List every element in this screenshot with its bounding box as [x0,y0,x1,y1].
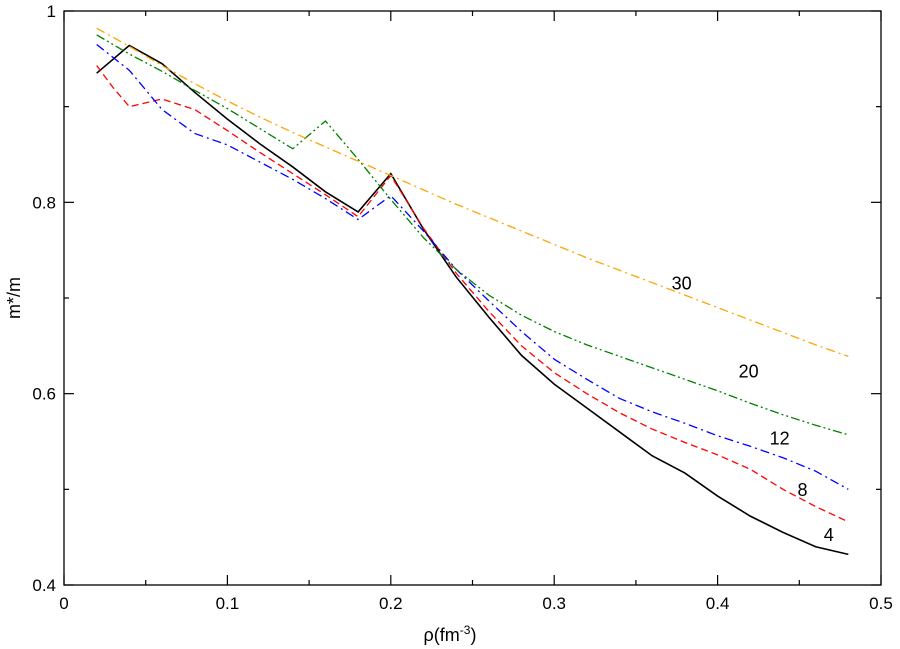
series-line-12 [96,43,849,490]
tick-labels: 0 0.1 0.2 0.3 0.4 0.5 0.4 0.6 0.8 1 [32,2,892,613]
y-tick-label: 0.4 [32,576,56,595]
series-line-20 [96,34,849,436]
y-tick-label: 1 [47,2,56,21]
x-tick-label: 0.1 [216,594,240,613]
x-tick-label: 0.4 [706,594,730,613]
curve-label-20: 20 [739,361,759,381]
y-axis-label: m*/m [4,277,24,319]
series-line-30 [96,27,849,357]
curve-label-8: 8 [798,480,808,500]
curve-label-30: 30 [672,273,692,293]
curve-label-12: 12 [770,428,790,448]
series-line-4 [96,44,849,556]
x-tick-label: 0.5 [869,594,893,613]
curve-labels: 30 20 12 8 4 [672,273,834,545]
series-line-8 [96,65,849,523]
series-group [96,27,849,556]
y-tick-label: 0.6 [32,385,56,404]
x-axis-label: ρ(fm-3) [424,623,477,645]
x-tick-label: 0 [59,594,68,613]
axis-ticks [63,10,882,586]
y-tick-label: 0.8 [32,193,56,212]
x-tick-label: 0.3 [542,594,566,613]
curve-label-4: 4 [824,525,834,545]
x-tick-label: 0.2 [379,594,403,613]
